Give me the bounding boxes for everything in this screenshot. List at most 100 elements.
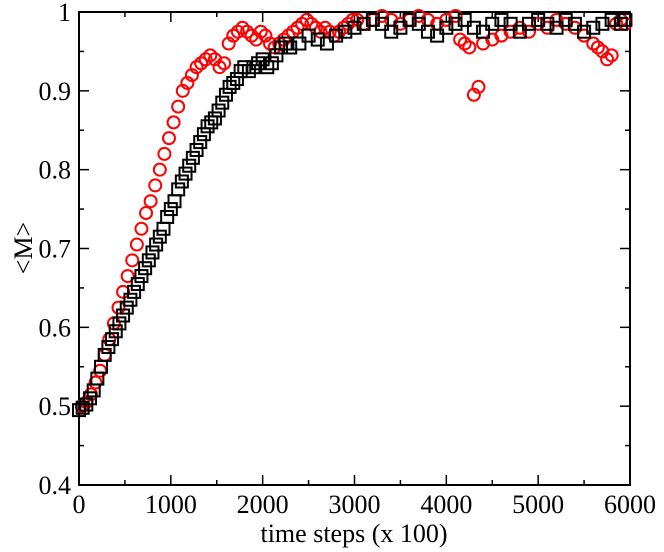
data-point-square <box>255 52 270 67</box>
data-point-square <box>163 202 178 217</box>
y-axis-title: <M> <box>9 222 38 274</box>
data-point-circle <box>175 83 190 98</box>
data-point-square <box>101 340 116 355</box>
data-point-square <box>503 16 518 31</box>
data-point-square <box>540 16 555 31</box>
data-point-circle <box>111 300 126 315</box>
data-point-square <box>83 391 98 406</box>
y-axis-ticks: 0.4 0.5 0.6 0.7 0.8 0.9 1 <box>39 0 630 500</box>
data-point-square <box>119 300 134 315</box>
data-point-square <box>130 276 145 291</box>
data-point-circle <box>166 115 181 130</box>
data-point-square <box>292 36 307 51</box>
data-point-square <box>356 16 371 31</box>
data-point-square <box>310 32 325 47</box>
y-tick-label: 0.6 <box>39 313 72 342</box>
x-tick-label: 4000 <box>420 490 472 519</box>
data-point-square <box>283 40 298 55</box>
data-point-circle <box>134 221 149 236</box>
data-point-circle <box>139 206 154 221</box>
x-tick-label: 0 <box>73 490 86 519</box>
data-point-square <box>264 56 279 71</box>
data-point-square <box>193 135 208 150</box>
x-axis-ticks: 0 1000 2000 3000 4000 5000 6000 <box>73 12 656 519</box>
data-point-square <box>531 12 546 27</box>
data-point-square <box>411 16 426 31</box>
data-point-circle <box>466 87 481 102</box>
data-point-square <box>319 36 334 51</box>
data-point-circle <box>471 79 486 94</box>
data-point-circle <box>125 253 140 268</box>
x-tick-label: 3000 <box>329 490 381 519</box>
y-tick-label: 0.9 <box>39 77 72 106</box>
y-tick-label: 0.7 <box>39 235 72 264</box>
data-point-square <box>105 332 120 347</box>
data-point-square <box>577 24 592 39</box>
data-point-square <box>618 12 633 27</box>
data-point-square <box>196 127 211 142</box>
data-point-square <box>586 20 601 35</box>
data-point-square <box>218 87 233 102</box>
data-point-square <box>448 16 463 31</box>
data-point-circle <box>157 146 172 161</box>
data-point-square <box>112 316 127 331</box>
data-marks <box>72 8 633 418</box>
data-point-square <box>393 20 408 35</box>
data-point-square <box>189 142 204 157</box>
data-point-square <box>430 28 445 43</box>
data-point-square <box>123 292 138 307</box>
data-point-square <box>402 12 417 27</box>
data-point-square <box>274 40 289 55</box>
data-point-square <box>178 166 193 181</box>
y-tick-label: 0.8 <box>39 156 72 185</box>
data-point-square <box>439 20 454 35</box>
data-point-square <box>237 60 252 75</box>
data-point-square <box>182 158 197 173</box>
data-point-square <box>167 194 182 209</box>
data-point-square <box>211 103 226 118</box>
data-point-square <box>595 16 610 31</box>
x-tick-label: 6000 <box>604 490 656 519</box>
data-point-circle <box>129 237 144 252</box>
data-point-square <box>512 24 527 39</box>
data-point-square <box>171 182 186 197</box>
data-point-circle <box>88 375 103 390</box>
data-point-square <box>145 245 160 260</box>
data-point-square <box>241 64 256 79</box>
data-point-square <box>365 12 380 27</box>
data-point-square <box>185 150 200 165</box>
data-point-square <box>567 16 582 31</box>
data-point-circle <box>180 75 195 90</box>
data-point-circle <box>521 24 536 39</box>
x-tick-label: 2000 <box>237 490 289 519</box>
data-point-square <box>251 56 266 71</box>
data-point-square <box>604 12 619 27</box>
data-point-circle <box>152 162 167 177</box>
data-point-square <box>521 16 536 31</box>
data-point-square <box>301 28 316 43</box>
data-point-square <box>215 95 230 110</box>
data-point-square <box>222 79 237 94</box>
data-point-square <box>138 261 153 276</box>
data-point-square <box>75 400 90 415</box>
data-point-square <box>485 16 500 31</box>
data-point-circle <box>221 36 236 51</box>
data-point-circle <box>171 99 186 114</box>
data-point-circle <box>258 28 273 43</box>
data-point-circle <box>143 194 158 209</box>
data-point-square <box>152 229 167 244</box>
data-point-square <box>613 16 628 31</box>
series-circles <box>74 8 633 414</box>
data-point-square <box>160 209 175 224</box>
x-tick-label: 5000 <box>512 490 564 519</box>
data-point-square <box>329 28 344 43</box>
data-point-square <box>420 24 435 39</box>
data-point-square <box>174 174 189 189</box>
series-squares <box>72 12 633 418</box>
x-tick-label: 1000 <box>145 490 197 519</box>
data-point-square <box>457 12 472 27</box>
data-point-square <box>141 253 156 268</box>
data-point-square <box>384 24 399 39</box>
data-point-square <box>466 20 481 35</box>
y-tick-label: 0.5 <box>39 392 72 421</box>
